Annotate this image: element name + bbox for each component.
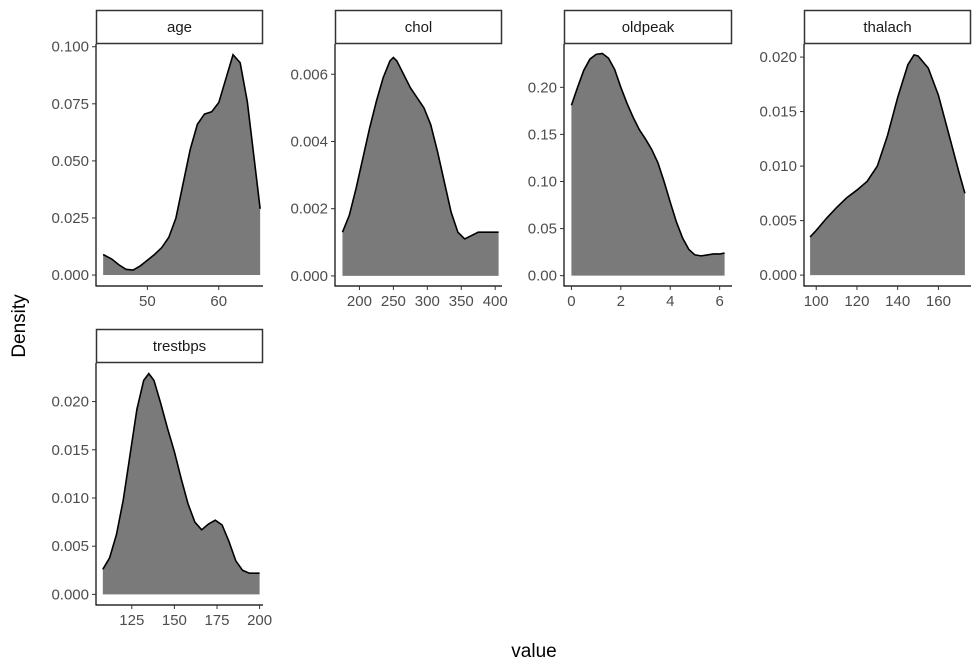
strip-age — [95, 9, 264, 45]
y-tick-label-oldpeak: 0.20 — [528, 79, 557, 96]
x-tick-label-trestbps: 125 — [119, 612, 144, 629]
y-tick-label-trestbps: 0.000 — [51, 586, 89, 603]
x-tick-label-oldpeak: 4 — [666, 293, 674, 310]
density-line-chol — [341, 56, 499, 240]
y-tick-label-trestbps: 0.010 — [51, 490, 89, 507]
density-line-thalach — [809, 53, 966, 238]
y-tick-label-thalach: 0.020 — [759, 49, 797, 66]
density-line-age — [102, 53, 261, 271]
strip-chol — [334, 9, 503, 45]
strip-label-chol: chol — [405, 19, 433, 36]
y-tick-label-oldpeak: 0.15 — [528, 126, 557, 143]
y-tick-label-age: 0.100 — [51, 39, 89, 56]
y-tick-label-thalach: 0.010 — [759, 158, 797, 175]
x-tick-label-thalach: 160 — [926, 293, 951, 310]
x-tick-label-thalach: 140 — [885, 293, 910, 310]
y-tick-label-chol: 0.002 — [290, 201, 328, 218]
y-tick-label-trestbps: 0.015 — [51, 442, 89, 459]
density-area-chol — [342, 57, 499, 276]
y-tick-label-chol: 0.006 — [290, 66, 328, 83]
y-axis-title: Density — [9, 294, 30, 358]
y-tick-label-age: 0.000 — [51, 267, 89, 284]
x-tick-label-age: 60 — [210, 293, 227, 310]
y-tick-label-age: 0.025 — [51, 210, 89, 227]
y-tick-label-trestbps: 0.020 — [51, 394, 89, 411]
y-tick-label-age: 0.075 — [51, 96, 89, 113]
y-tick-label-age: 0.050 — [51, 153, 89, 170]
x-tick-label-chol: 200 — [347, 293, 372, 310]
density-line-trestbps — [102, 372, 260, 574]
strip-label-age: age — [167, 19, 192, 36]
x-tick-label-thalach: 120 — [844, 293, 869, 310]
panel-chol: chol 0.000 0.002 0.004 0.006 200 250 300 350 400 — [290, 9, 508, 310]
x-tick-label-oldpeak: 0 — [567, 293, 575, 310]
y-tick-label-trestbps: 0.005 — [51, 538, 89, 555]
x-tick-label-trestbps: 175 — [204, 612, 229, 629]
y-tick-label-chol: 0.004 — [290, 133, 328, 150]
x-tick-label-chol: 400 — [483, 293, 508, 310]
x-tick-label-chol: 300 — [415, 293, 440, 310]
x-tick-label-chol: 350 — [449, 293, 474, 310]
panel-oldpeak: oldpeak 0.00 0.05 0.10 0.15 0.20 0 2 4 6 — [528, 9, 733, 310]
density-area-thalach — [810, 54, 965, 276]
panel-trestbps: trestbps 0.000 0.005 0.010 0.015 0.020 125 150 1… — [51, 328, 272, 629]
x-tick-label-oldpeak: 2 — [617, 293, 625, 310]
x-tick-label-thalach: 100 — [804, 293, 829, 310]
y-tick-label-thalach: 0.000 — [759, 267, 797, 284]
x-tick-label-chol: 250 — [381, 293, 406, 310]
density-line-oldpeak — [570, 52, 725, 257]
x-tick-label-age: 50 — [139, 293, 156, 310]
strip-label-oldpeak: oldpeak — [622, 19, 675, 36]
strip-label-thalach: thalach — [863, 19, 911, 36]
panel-thalach: thalach 0.000 0.005 0.010 0.015 0.020 100 120 14… — [759, 9, 972, 310]
x-axis-title: value — [511, 641, 556, 662]
density-area-age — [103, 54, 261, 276]
y-tick-label-oldpeak: 0.10 — [528, 173, 557, 190]
y-tick-label-chol: 0.000 — [290, 268, 328, 285]
density-area-trestbps — [102, 373, 260, 595]
strip-oldpeak — [563, 9, 733, 45]
y-tick-label-thalach: 0.015 — [759, 104, 797, 121]
x-tick-label-oldpeak: 6 — [715, 293, 723, 310]
strip-thalach — [803, 9, 972, 45]
y-tick-label-oldpeak: 0.05 — [528, 221, 557, 238]
x-tick-label-trestbps: 200 — [247, 612, 272, 629]
density-area-oldpeak — [571, 53, 725, 276]
x-tick-label-trestbps: 150 — [162, 612, 187, 629]
panel-age: age 0.000 0.025 0.050 0.075 0.100 50 60 — [51, 9, 264, 310]
y-tick-label-oldpeak: 0.00 — [528, 268, 557, 285]
y-tick-label-thalach: 0.005 — [759, 213, 797, 230]
strip-label-trestbps: trestbps — [153, 338, 206, 355]
strip-trestbps — [95, 328, 264, 364]
